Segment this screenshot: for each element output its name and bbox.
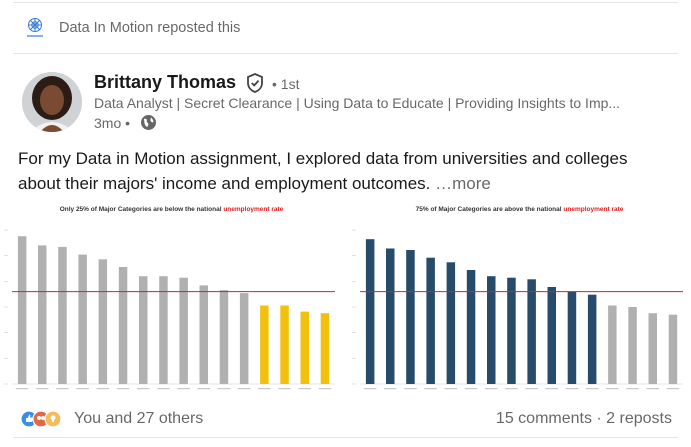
chart-bar — [365, 239, 375, 384]
x-tick-label — [565, 388, 579, 390]
x-tick-label — [585, 388, 599, 390]
chart-title-right: 75% of Major Categories are above the na… — [348, 206, 691, 213]
chart-bar — [648, 313, 657, 384]
header-divider — [13, 53, 678, 54]
chart-image-left[interactable]: Only 25% of Major Categories are below t… — [0, 200, 343, 400]
see-more-link[interactable]: …more — [435, 173, 491, 193]
chart-bar — [668, 314, 678, 384]
x-tick-label — [384, 388, 397, 390]
post-body: For my Data in Motion assignment, I expl… — [18, 149, 628, 193]
x-tick-label — [485, 388, 498, 390]
chart-bar — [260, 305, 269, 384]
chart-bar — [386, 248, 395, 384]
x-tick-label — [137, 388, 150, 390]
data-in-motion-logo[interactable] — [24, 16, 46, 42]
chart-bar — [239, 293, 249, 384]
footer-divider — [13, 437, 678, 438]
x-tick-label — [258, 388, 271, 390]
top-divider — [13, 2, 678, 3]
author-name[interactable]: Brittany Thomas — [94, 72, 237, 92]
chart-bar — [567, 291, 577, 384]
chart-bar — [159, 276, 168, 384]
chart-title-left-text: Only 25% of Major Categories are below t… — [59, 206, 222, 213]
x-tick-label — [505, 388, 518, 390]
x-tick-label — [298, 388, 311, 390]
chart-bar — [507, 277, 516, 384]
x-tick-label — [96, 388, 110, 390]
chart-image-right[interactable]: 75% of Major Categories are above the na… — [348, 200, 691, 400]
chart-title-right-text: 75% of Major Categories are above the na… — [415, 206, 562, 213]
x-tick-label — [404, 388, 417, 390]
chart-bar — [446, 262, 456, 384]
x-tick-label — [444, 388, 458, 390]
x-tick-label — [157, 388, 170, 390]
x-tick-label — [197, 388, 210, 390]
chart-bar — [628, 307, 637, 384]
x-tick-label — [177, 388, 190, 390]
author-headline: Data Analyst | Secret Clearance | Using … — [94, 95, 621, 111]
chart-bar — [608, 305, 617, 384]
chart-bar — [406, 250, 415, 384]
x-tick-label — [646, 388, 659, 390]
chart-bar — [487, 276, 496, 384]
x-tick-label — [545, 388, 558, 390]
x-tick-label — [464, 388, 478, 390]
x-tick-label — [217, 388, 231, 390]
x-tick-label — [15, 388, 29, 390]
chart-bar — [547, 287, 556, 384]
x-tick-label — [278, 388, 291, 390]
bar-chart-right — [352, 229, 683, 390]
comments-reposts-count[interactable]: 15 comments · 2 reposts — [495, 410, 672, 427]
chart-bar — [78, 254, 87, 384]
verified-shield-icon — [246, 73, 264, 93]
x-tick-label — [116, 388, 130, 390]
x-tick-label — [318, 388, 332, 390]
post-time: 3mo • — [94, 115, 131, 131]
chart-bar — [527, 279, 536, 384]
chart-bar — [38, 245, 47, 384]
reaction-icons[interactable] — [20, 410, 70, 428]
chart-bar — [219, 290, 229, 384]
chart-bar — [320, 313, 330, 384]
chart-title-left: Only 25% of Major Categories are below t… — [0, 206, 343, 213]
repost-label[interactable]: Data In Motion reposted this — [59, 20, 241, 36]
chart-bar — [466, 270, 476, 384]
chart-bar — [300, 311, 309, 384]
chart-bar — [199, 285, 208, 384]
x-tick-label — [606, 388, 619, 390]
x-tick-label — [525, 388, 538, 390]
chart-bar — [426, 257, 435, 384]
chart-bar — [58, 246, 67, 384]
globe-icon — [140, 114, 157, 131]
chart-bar — [17, 236, 27, 384]
avatar[interactable] — [22, 72, 82, 132]
x-tick-label — [666, 388, 680, 390]
x-tick-label — [424, 388, 437, 390]
x-tick-label — [56, 388, 69, 390]
chart-title-right-highlight: unemployment rate — [563, 206, 624, 213]
x-tick-label — [626, 388, 639, 390]
chart-bar — [587, 294, 597, 384]
post-text: For my Data in Motion assignment, I expl… — [18, 147, 668, 196]
chart-bar — [179, 277, 188, 384]
chart-bar — [139, 276, 148, 384]
connection-degree: • 1st — [272, 76, 300, 92]
bar-chart-left — [4, 229, 335, 390]
chart-bar — [98, 259, 108, 384]
x-tick-label — [363, 388, 377, 390]
reactions-count[interactable]: You and 27 others — [74, 410, 204, 427]
x-tick-label — [237, 388, 251, 390]
chart-bar — [118, 267, 128, 384]
x-tick-label — [76, 388, 89, 390]
x-tick-label — [36, 388, 49, 390]
chart-title-left-highlight: unemployment rate — [223, 206, 284, 213]
chart-bar — [280, 305, 289, 384]
